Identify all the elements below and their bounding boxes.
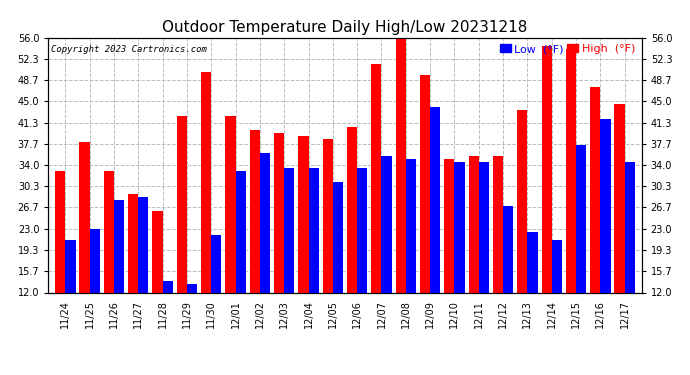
Bar bbox=[79, 142, 90, 362]
Bar bbox=[284, 168, 295, 362]
Bar bbox=[493, 156, 503, 362]
Bar bbox=[552, 240, 562, 362]
Bar bbox=[177, 116, 187, 362]
Bar bbox=[152, 211, 163, 362]
Bar bbox=[406, 159, 416, 362]
Bar bbox=[235, 171, 246, 362]
Bar bbox=[624, 162, 635, 362]
Bar bbox=[395, 32, 406, 362]
Legend: Low  (°F), High  (°F): Low (°F), High (°F) bbox=[499, 43, 636, 55]
Bar bbox=[444, 159, 455, 362]
Bar bbox=[55, 171, 66, 362]
Bar bbox=[455, 162, 464, 362]
Bar bbox=[430, 107, 440, 362]
Bar bbox=[615, 104, 624, 362]
Bar bbox=[371, 64, 382, 362]
Bar bbox=[357, 168, 367, 362]
Bar bbox=[187, 284, 197, 362]
Bar bbox=[90, 229, 100, 362]
Bar bbox=[590, 87, 600, 362]
Bar bbox=[274, 133, 284, 362]
Bar bbox=[163, 281, 172, 362]
Bar bbox=[469, 156, 479, 362]
Bar bbox=[114, 200, 124, 362]
Bar bbox=[600, 118, 611, 362]
Bar bbox=[298, 136, 308, 362]
Bar bbox=[138, 197, 148, 362]
Bar bbox=[66, 240, 75, 362]
Bar bbox=[527, 232, 538, 362]
Bar bbox=[566, 49, 576, 362]
Bar bbox=[308, 168, 319, 362]
Bar bbox=[518, 110, 527, 362]
Bar bbox=[479, 162, 489, 362]
Bar bbox=[201, 72, 211, 362]
Bar bbox=[323, 139, 333, 362]
Bar bbox=[260, 153, 270, 362]
Bar bbox=[104, 171, 114, 362]
Bar bbox=[420, 75, 430, 362]
Bar bbox=[542, 46, 552, 362]
Bar bbox=[333, 182, 343, 362]
Bar bbox=[128, 194, 138, 362]
Bar bbox=[211, 234, 221, 362]
Title: Outdoor Temperature Daily High/Low 20231218: Outdoor Temperature Daily High/Low 20231… bbox=[162, 20, 528, 35]
Bar bbox=[503, 206, 513, 362]
Bar bbox=[226, 116, 235, 362]
Text: Copyright 2023 Cartronics.com: Copyright 2023 Cartronics.com bbox=[51, 45, 207, 54]
Bar bbox=[382, 156, 392, 362]
Bar bbox=[347, 128, 357, 362]
Bar bbox=[576, 145, 586, 362]
Bar bbox=[250, 130, 260, 362]
